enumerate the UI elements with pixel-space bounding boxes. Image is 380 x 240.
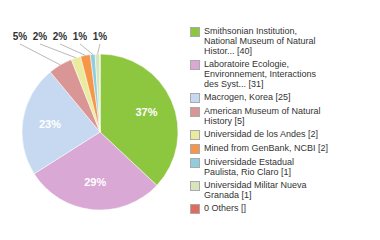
svg-text:23%: 23% (39, 118, 61, 130)
svg-text:2%: 2% (33, 31, 48, 42)
html-text:Smithsonian Institution, Natio: Smithsonian Institution, National Museum… (204, 26, 316, 56)
svg-text:37%: 37% (136, 106, 158, 118)
svg-text:1%: 1% (73, 31, 88, 42)
html-text:Universidade Estadual Paulista: Universidade Estadual Paulista, Rio Clar… (204, 157, 295, 177)
html-text:Laboratoire Ecologie, Environn: Laboratoire Ecologie, Environnement, Int… (204, 59, 317, 89)
html-text:Universidad Militar Nueva Gran: Universidad Militar Nueva Granada [1] (204, 180, 307, 200)
html-text:Mined from GenBank, NCBI [2]: Mined from GenBank, NCBI [2] (204, 143, 329, 153)
svg-text:2%: 2% (53, 31, 68, 42)
svg-text:29%: 29% (84, 176, 106, 188)
svg-text:5%: 5% (13, 31, 28, 42)
html-text:Macrogen, Korea [25]: Macrogen, Korea [25] (204, 92, 291, 102)
svg-text:1%: 1% (93, 31, 108, 42)
html-text:0 Others []: 0 Others [] (204, 203, 246, 213)
html-text:Universidad de los Andes [2]: Universidad de los Andes [2] (204, 129, 319, 139)
html-text:American Museum of Natural His: American Museum of Natural History [5] (204, 106, 321, 126)
